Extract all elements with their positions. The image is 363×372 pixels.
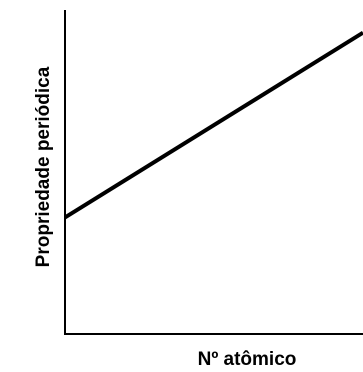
series-line-0 bbox=[63, 31, 363, 220]
y-axis-title: Propriedade periódica bbox=[33, 66, 54, 267]
axes bbox=[64, 10, 363, 335]
x-axis-title: Nº atômico bbox=[198, 349, 297, 370]
plot-area bbox=[63, 31, 363, 220]
